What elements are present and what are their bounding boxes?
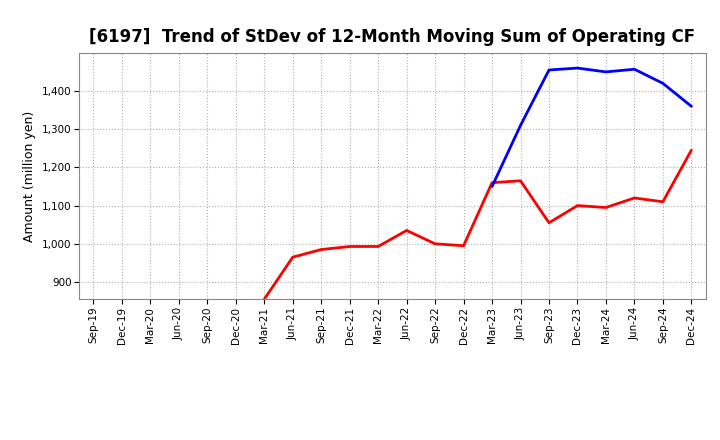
3 Years xyxy=(602,205,611,210)
Title: [6197]  Trend of StDev of 12-Month Moving Sum of Operating CF: [6197] Trend of StDev of 12-Month Moving… xyxy=(89,28,696,46)
3 Years xyxy=(317,247,325,252)
3 Years xyxy=(659,199,667,205)
3 Years xyxy=(346,244,354,249)
3 Years xyxy=(374,244,382,249)
3 Years xyxy=(573,203,582,208)
Y-axis label: Amount (million yen): Amount (million yen) xyxy=(23,110,37,242)
5 Years xyxy=(630,66,639,72)
5 Years xyxy=(659,81,667,86)
5 Years xyxy=(602,69,611,74)
3 Years xyxy=(260,297,269,302)
5 Years xyxy=(545,67,554,73)
3 Years xyxy=(687,147,696,153)
3 Years xyxy=(487,180,496,185)
5 Years xyxy=(487,184,496,189)
Line: 5 Years: 5 Years xyxy=(492,68,691,187)
3 Years xyxy=(402,228,411,233)
5 Years xyxy=(687,104,696,109)
5 Years xyxy=(516,123,525,128)
3 Years xyxy=(516,178,525,183)
3 Years xyxy=(431,241,439,246)
3 Years xyxy=(630,195,639,201)
5 Years xyxy=(573,66,582,71)
3 Years xyxy=(459,243,468,248)
3 Years xyxy=(289,254,297,260)
3 Years xyxy=(545,220,554,225)
Line: 3 Years: 3 Years xyxy=(264,150,691,299)
